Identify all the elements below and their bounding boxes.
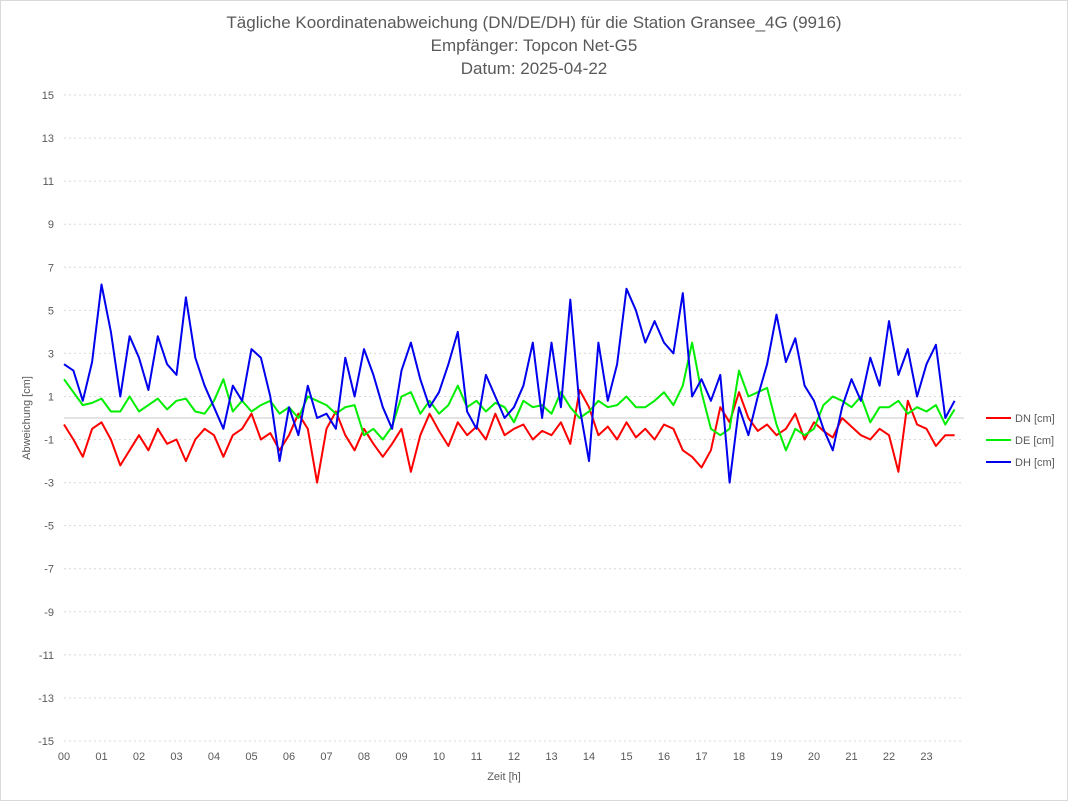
x-axis-ticks: 00 01 02 03 04 05 06 07 08 09 10 11 12 13 14 15 16 17 18 19…: [58, 751, 933, 763]
x-tick-label: 22: [883, 751, 895, 763]
y-tick-label: -15: [38, 736, 54, 748]
grid: [64, 94, 964, 742]
y-tick-label: 15: [42, 90, 54, 102]
y-tick-label: -13: [38, 693, 54, 705]
y-axis-ticks: 15 13 11 9 7 5 3 1 -1 -3 -5 -7 -9 -11 -13 -15: [38, 90, 54, 748]
x-tick-label: 07: [320, 751, 332, 763]
x-tick-label: 19: [770, 751, 782, 763]
x-tick-label: 17: [695, 751, 707, 763]
x-tick-label: 09: [395, 751, 407, 763]
x-tick-label: 16: [658, 751, 670, 763]
x-tick-label: 15: [620, 751, 632, 763]
legend: DN [cm] DE [cm] DH [cm]: [986, 413, 1055, 469]
x-tick-label: 03: [170, 751, 182, 763]
y-tick-label: -1: [44, 435, 54, 447]
x-tick-label: 23: [920, 751, 932, 763]
y-tick-label: -9: [44, 607, 54, 619]
x-tick-label: 20: [808, 751, 820, 763]
legend-label: DH [cm]: [1015, 457, 1055, 469]
x-tick-label: 14: [583, 751, 595, 763]
x-tick-label: 11: [471, 751, 482, 763]
chart-title: Tägliche Koordinatenabweichung (DN/DE/DH…: [226, 13, 841, 32]
x-tick-label: 21: [845, 751, 857, 763]
y-axis-label: Abweichung [cm]: [21, 376, 33, 460]
x-tick-label: 02: [133, 751, 145, 763]
x-tick-label: 00: [58, 751, 70, 763]
x-tick-label: 01: [95, 751, 107, 763]
y-tick-label: 1: [48, 391, 54, 403]
y-tick-label: -5: [44, 521, 54, 533]
legend-label: DN [cm]: [1015, 413, 1055, 425]
y-tick-label: 5: [48, 305, 54, 317]
series-line-dh: [63, 283, 956, 484]
y-tick-label: 13: [42, 133, 54, 145]
chart-subtitle-date: Datum: 2025-04-22: [461, 59, 607, 78]
series-line-dn: [63, 389, 955, 484]
y-tick-label: -7: [44, 564, 54, 576]
y-tick-label: 3: [48, 348, 54, 360]
chart-subtitle-receiver: Empfänger: Topcon Net-G5: [431, 36, 638, 55]
y-tick-label: 11: [43, 176, 54, 188]
legend-label: DE [cm]: [1015, 435, 1054, 447]
x-tick-label: 13: [545, 751, 557, 763]
x-axis-label: Zeit [h]: [487, 771, 521, 783]
x-tick-label: 05: [245, 751, 257, 763]
y-tick-label: 7: [48, 262, 54, 274]
y-tick-label: -11: [39, 650, 54, 662]
x-tick-label: 06: [283, 751, 295, 763]
y-tick-label: 9: [48, 219, 54, 231]
series-lines: [63, 283, 956, 484]
x-tick-label: 10: [433, 751, 445, 763]
x-tick-label: 18: [733, 751, 745, 763]
y-tick-label: -3: [44, 478, 54, 490]
x-tick-label: 04: [208, 751, 220, 763]
x-tick-label: 08: [358, 751, 370, 763]
x-tick-label: 12: [508, 751, 520, 763]
